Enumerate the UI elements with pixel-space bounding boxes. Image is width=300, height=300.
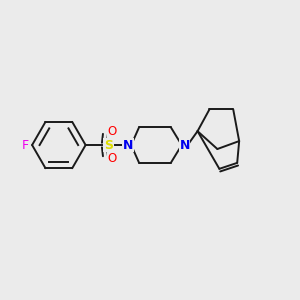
Text: S: S	[104, 139, 113, 152]
Text: O: O	[108, 152, 117, 165]
Text: O: O	[108, 125, 117, 138]
Text: N: N	[123, 139, 134, 152]
Text: N: N	[179, 139, 190, 152]
Text: F: F	[22, 139, 29, 152]
